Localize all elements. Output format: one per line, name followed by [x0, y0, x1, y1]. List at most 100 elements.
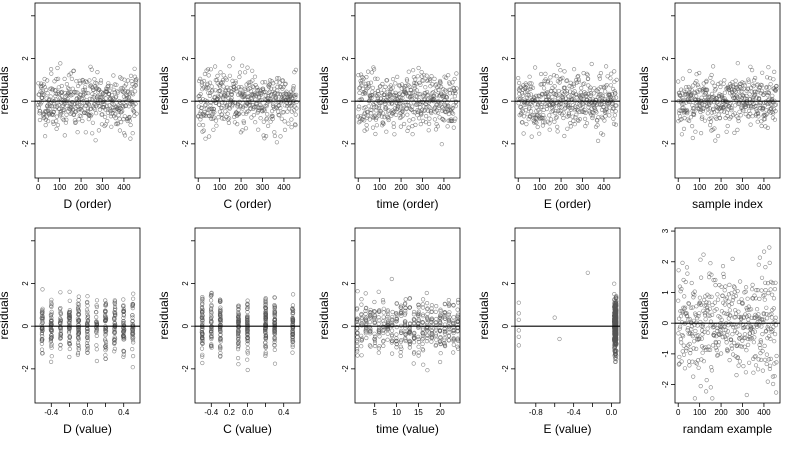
data-point: [370, 114, 375, 119]
data-point: [55, 122, 61, 128]
data-point: [293, 112, 298, 117]
data-point: [363, 291, 368, 296]
data-point: [390, 309, 395, 315]
data-point: [236, 362, 241, 367]
data-point: [256, 92, 262, 97]
data-point: [233, 86, 238, 92]
data-point: [376, 289, 381, 294]
data-point: [130, 315, 135, 320]
data-point: [241, 120, 246, 125]
data-point: [594, 110, 599, 115]
data-point: [234, 89, 239, 94]
data-point: [676, 268, 681, 273]
data-point: [241, 111, 246, 116]
data-point: [745, 342, 751, 348]
data-point: [249, 97, 254, 102]
data-point: [564, 78, 570, 83]
data-point: [730, 297, 736, 303]
data-point: [760, 368, 766, 373]
data-point: [694, 72, 699, 77]
data-point: [203, 136, 208, 141]
data-point: [562, 106, 567, 111]
data-point: [246, 94, 251, 100]
data-point: [115, 121, 120, 127]
data-point: [441, 94, 447, 99]
data-point: [133, 101, 138, 106]
data-point: [678, 289, 683, 294]
data-point: [110, 107, 115, 113]
data-point: [685, 109, 690, 114]
data-point: [395, 104, 401, 109]
data-point: [446, 73, 451, 78]
data-point: [727, 282, 732, 288]
data-point: [418, 105, 423, 110]
data-point: [722, 90, 728, 95]
data-point: [291, 83, 296, 89]
data-point: [391, 124, 396, 129]
data-point: [62, 107, 67, 112]
y-tick-label: 1: [661, 290, 670, 295]
data-point: [385, 312, 391, 317]
data-point: [385, 109, 391, 114]
data-point: [571, 83, 577, 88]
data-point: [703, 91, 708, 96]
data-point: [226, 120, 231, 125]
data-point: [600, 95, 605, 101]
data-point: [451, 103, 456, 108]
data-point: [595, 123, 600, 128]
data-point: [71, 68, 76, 73]
data-point: [432, 117, 438, 122]
data-point: [756, 262, 761, 267]
data-point: [134, 77, 139, 82]
data-point: [381, 98, 386, 103]
data-point: [764, 305, 769, 310]
data-point: [230, 78, 235, 83]
data-point: [224, 102, 229, 108]
data-point: [438, 102, 443, 107]
data-point: [134, 79, 139, 84]
data-point: [122, 133, 128, 138]
data-point: [704, 87, 710, 93]
data-point: [555, 124, 560, 129]
data-point: [394, 112, 399, 117]
x-tick-label: 0.0: [242, 408, 254, 417]
data-point: [88, 107, 93, 112]
data-point: [565, 126, 570, 131]
data-point: [743, 289, 748, 294]
data-point: [712, 88, 718, 93]
data-point: [562, 69, 567, 74]
data-point: [55, 76, 61, 81]
data-point: [735, 127, 740, 132]
y-axis-title: residuals: [317, 66, 331, 114]
data-point: [685, 110, 690, 116]
data-point: [413, 77, 418, 82]
data-point: [584, 121, 590, 126]
data-point: [539, 91, 545, 96]
x-tick-label: 300: [576, 183, 590, 192]
data-point: [207, 93, 212, 98]
data-point: [66, 90, 71, 96]
data-point: [65, 85, 71, 91]
data-point: [213, 64, 218, 69]
data-point: [421, 362, 426, 367]
data-point: [380, 111, 386, 116]
data-point: [222, 93, 227, 98]
data-point: [454, 86, 459, 91]
data-point: [408, 88, 414, 93]
x-tick-label: 20: [436, 408, 445, 417]
data-point: [694, 346, 699, 352]
data-point: [268, 119, 273, 124]
data-point: [425, 301, 430, 306]
data-point: [367, 117, 372, 122]
data-point: [58, 61, 63, 66]
data-point: [699, 95, 704, 100]
data-point: [286, 121, 291, 126]
data-point: [381, 306, 386, 311]
data-point: [551, 73, 557, 78]
data-point: [737, 359, 743, 364]
data-point: [553, 108, 558, 114]
data-point: [386, 108, 392, 113]
data-point: [232, 114, 237, 120]
data-point: [387, 89, 393, 94]
data-point: [588, 93, 593, 98]
